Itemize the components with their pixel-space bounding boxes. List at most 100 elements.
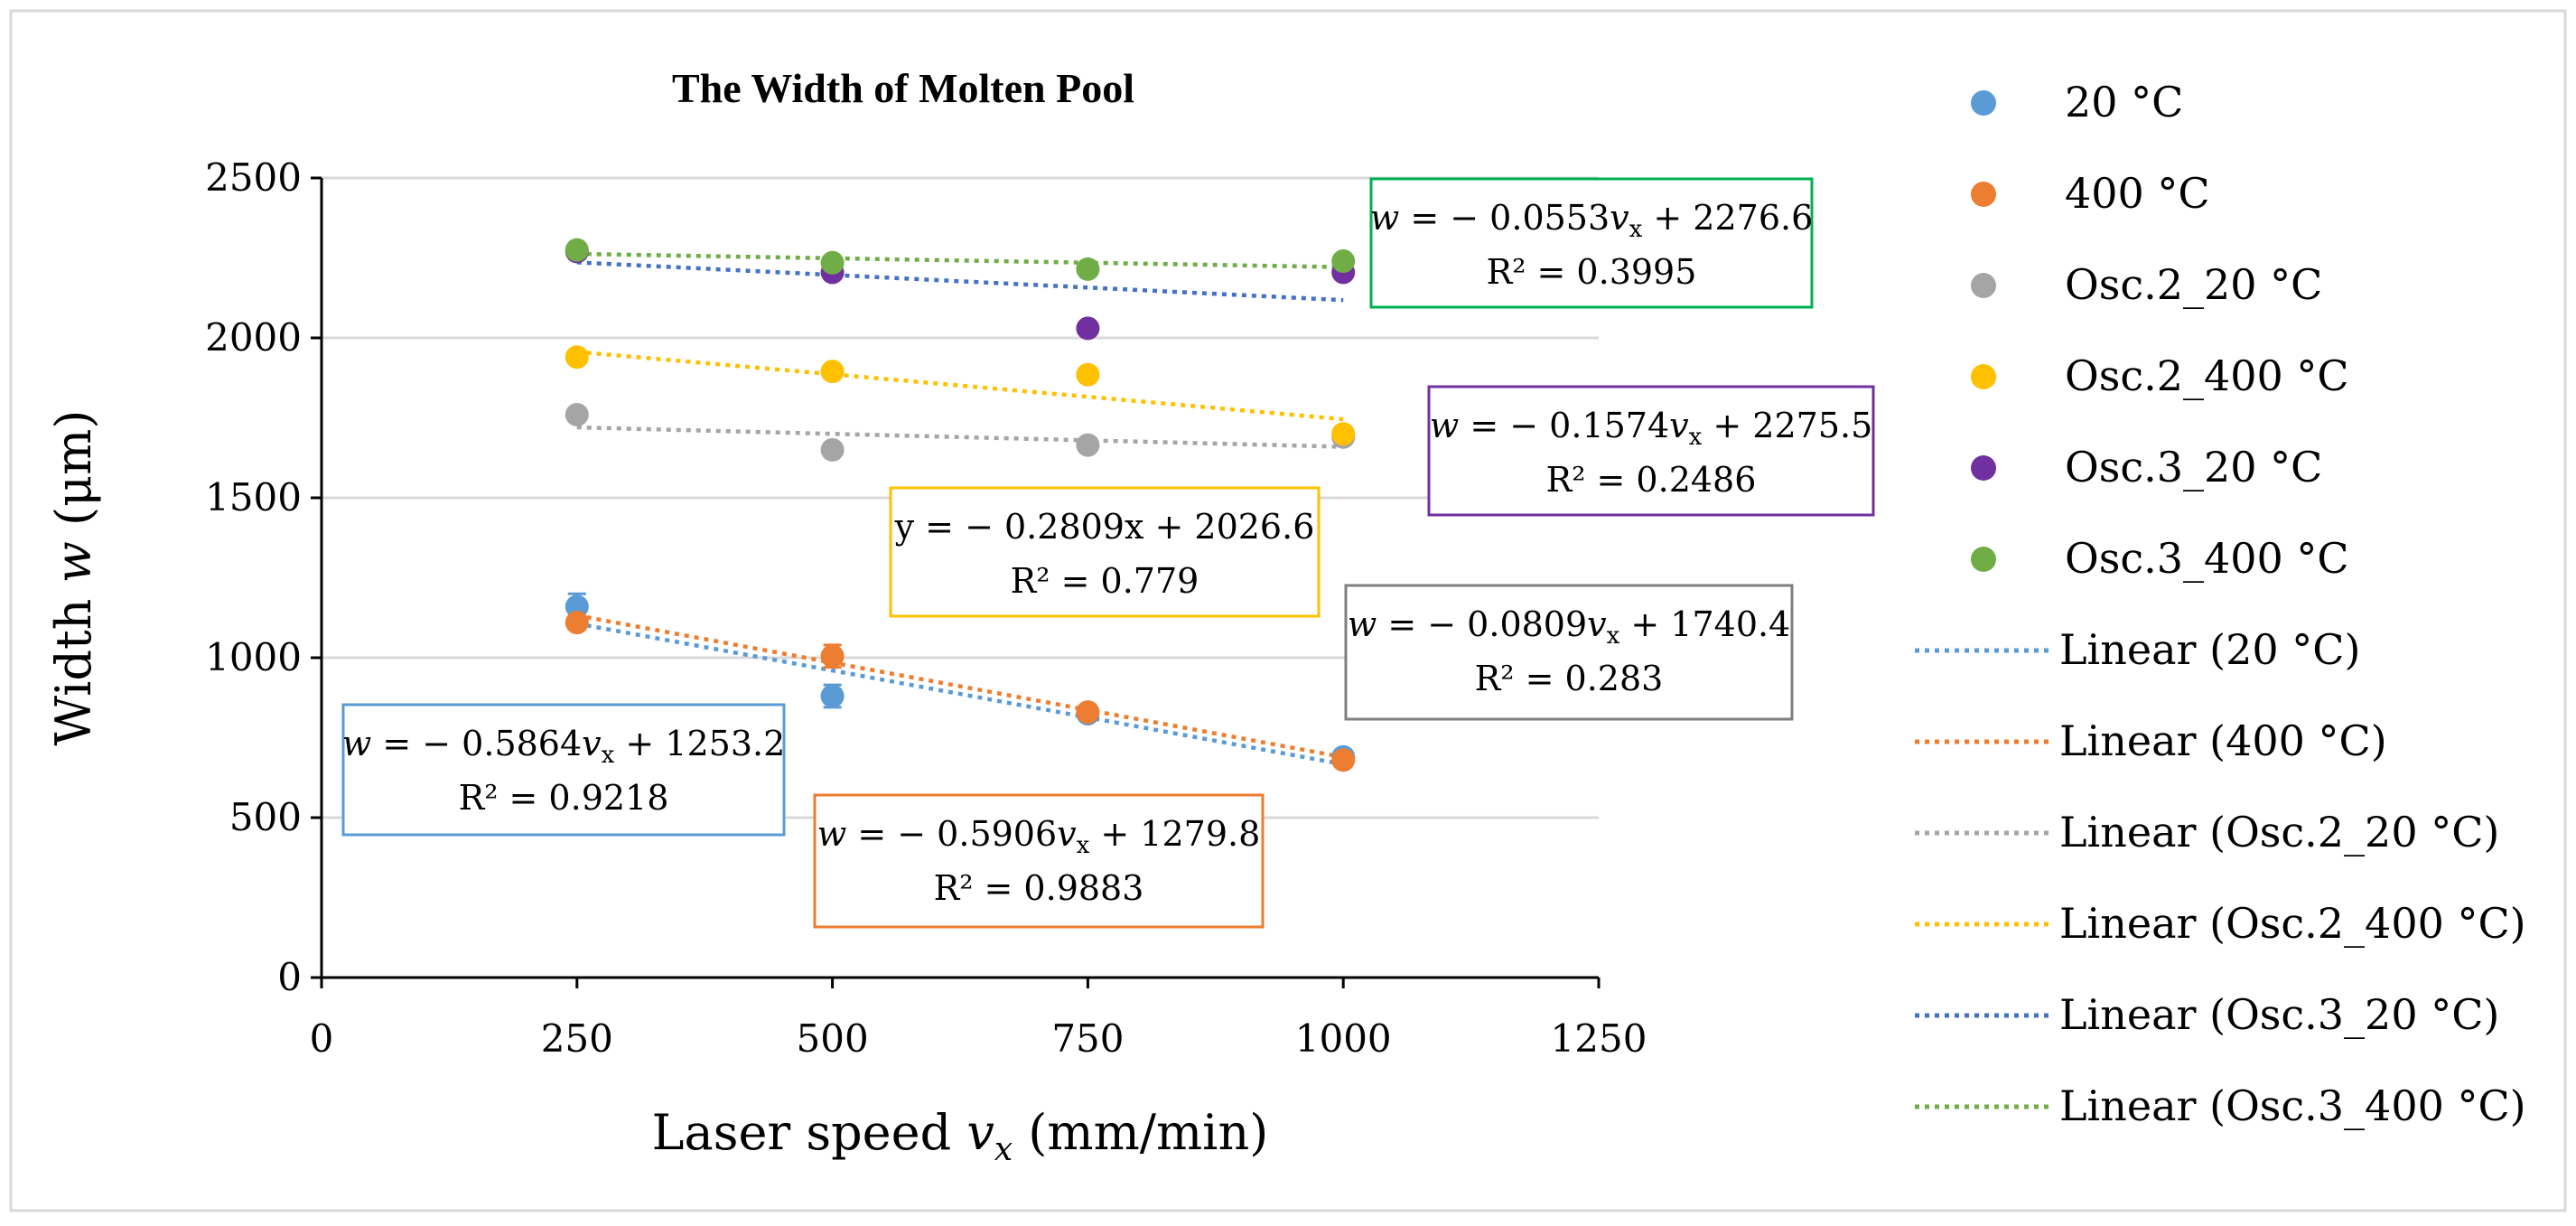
legend-item-trend-5: Linear (Osc.3_400 °C) [1915, 1081, 2526, 1130]
equation-sub: x [1607, 622, 1620, 650]
equation-rest: + 1253.2 [614, 724, 785, 763]
equation-coef: = − 0.0553 [1399, 198, 1610, 238]
legend-item-o3_400: Osc.3_400 °C [1971, 534, 2349, 583]
legend-label: Linear (400 °C) [2059, 716, 2387, 765]
x-tick-label-250: 250 [541, 1016, 613, 1061]
equation-text: w = − 0.0553vx + 2276.6 [1370, 198, 1814, 243]
equation-coef: = − 0.1574 [1459, 406, 1669, 445]
point-o3_400-1000 [1331, 249, 1356, 274]
legend-marker [1971, 182, 1996, 207]
legend-label: Osc.3_20 °C [2065, 443, 2322, 491]
equation-sub: x [602, 742, 615, 769]
y-tick-label-0: 0 [277, 955, 302, 999]
legend-label: 400 °C [2065, 169, 2210, 218]
legend-item-s20: 20 °C [1971, 78, 2183, 126]
annotation-ann_o3_20: w = − 0.1574vx + 2275.5 R² = 0.2486 [1427, 385, 1875, 517]
annotation-ann_o2_20: w = − 0.0809vx + 1740.4 R² = 0.283 [1344, 584, 1794, 721]
legend-marker [1971, 547, 1996, 572]
equation-var: w [342, 724, 372, 763]
trendline-o3_20 [576, 260, 1344, 303]
point-o2_20-500 [820, 437, 845, 462]
point-o2_400-1000 [1331, 422, 1356, 446]
axes: 0 500 1000 1500 2000 2500 0 250 500 750 1000 1250 [205, 155, 1647, 1061]
point-o2_400-750 [1076, 362, 1100, 387]
legend-marker [1971, 273, 1996, 298]
equation-coef: = − 0.0809 [1377, 604, 1587, 644]
equation-v: v [582, 724, 602, 763]
equation-v: v [1587, 604, 1607, 644]
equation-rest: + 2275.5 [1702, 406, 1872, 445]
y-axis-title: Width w (μm) [45, 410, 102, 746]
equation-v: v [1610, 198, 1629, 238]
legend-label: Osc.3_400 °C [2065, 534, 2349, 583]
point-o3_400-250 [565, 238, 589, 262]
annotation-box [1369, 177, 1814, 309]
y-tick-label-1500: 1500 [205, 475, 302, 519]
point-s400-750 [1076, 700, 1100, 725]
x-tick-label-500: 500 [797, 1016, 869, 1061]
equation-text: w = − 0.5864vx + 1253.2 [342, 724, 786, 769]
trendline-o2_20 [576, 425, 1344, 449]
point-o3_400-500 [820, 250, 845, 275]
equation-text: w = − 0.0809vx + 1740.4 [1348, 604, 1791, 650]
trendline-s20 [576, 622, 1344, 767]
annotation-box [889, 486, 1321, 618]
legend-label: Osc.2_20 °C [2065, 260, 2322, 309]
point-o2_400-500 [820, 360, 845, 384]
r-squared-text: R² = 0.779 [1011, 561, 1199, 601]
point-o2_20-250 [565, 402, 589, 426]
x-axis-title: Laser speed vx (mm/min) [652, 1104, 1269, 1168]
x-title-sub: x [994, 1131, 1013, 1168]
point-o3_400-750 [1076, 257, 1100, 281]
y-title-prefix: Width [45, 583, 102, 745]
x-title-suffix: (mm/min) [1013, 1104, 1268, 1161]
equation-var: w [1370, 198, 1400, 238]
equation-v: v [1057, 814, 1077, 854]
equation-coef: = − 0.5906 [846, 814, 1057, 854]
equation-text: w = − 0.1574vx + 2275.5 [1430, 406, 1873, 451]
trendline-o3_400 [576, 251, 1344, 269]
x-tick-label-1250: 1250 [1551, 1016, 1647, 1061]
annotation-ann_s400: w = − 0.5906vx + 1279.8 R² = 0.9883 [813, 793, 1265, 929]
equation-text: y = − 0.2809x + 2026.6 [894, 507, 1315, 547]
legend-label: Linear (Osc.2_400 °C) [2059, 899, 2526, 948]
equation-rest: + 1279.8 [1089, 814, 1260, 854]
y-title-var: w [45, 541, 102, 583]
equation-sub: x [1689, 424, 1703, 451]
equation-rest: + 1740.4 [1619, 604, 1790, 644]
r-squared-text: R² = 0.9883 [934, 868, 1144, 908]
legend-item-trend-3: Linear (Osc.2_400 °C) [1915, 899, 2526, 948]
point-s400-1000 [1331, 748, 1356, 772]
annotation-box [1344, 584, 1794, 721]
point-s400-500 [820, 644, 845, 669]
annotation-box [813, 793, 1265, 929]
trendlines [576, 251, 1344, 767]
chart-title: The Width of Molten Pool [672, 65, 1134, 111]
axis-titles: Laser speed vx (mm/min)Width w (μm) [45, 410, 1268, 1168]
y-tick-label-500: 500 [229, 795, 302, 839]
legend-label: Linear (Osc.3_20 °C) [2059, 990, 2499, 1039]
r-squared-text: R² = 0.3995 [1487, 252, 1697, 292]
equation-sub: x [1629, 216, 1643, 243]
x-tick-label-750: 750 [1051, 1016, 1124, 1061]
y-tick-label-2500: 2500 [205, 155, 302, 200]
legend-item-o3_20: Osc.3_20 °C [1971, 443, 2322, 491]
legend-item-trend-1: Linear (400 °C) [1915, 716, 2387, 765]
legend-item-trend-2: Linear (Osc.2_20 °C) [1915, 808, 2499, 856]
legend-item-s400: 400 °C [1971, 169, 2210, 218]
equation-coef: = − 0.5864 [371, 724, 582, 763]
annotation-box [1427, 385, 1875, 517]
y-tick-label-2000: 2000 [205, 315, 302, 360]
equation-rest: + 2276.6 [1642, 198, 1813, 238]
y-tick-label-1000: 1000 [205, 635, 302, 679]
x-title-prefix: Laser speed [652, 1104, 967, 1161]
equation-var: w [1430, 406, 1460, 445]
r-squared-text: R² = 0.9218 [459, 778, 669, 818]
legend-label: Osc.2_400 °C [2065, 351, 2349, 400]
x-tick-label-1000: 1000 [1295, 1016, 1392, 1061]
annotation-ann_s20: w = − 0.5864vx + 1253.2 R² = 0.9218 [341, 703, 786, 837]
r-squared-text: R² = 0.283 [1475, 659, 1664, 698]
x-title-var: v [966, 1104, 994, 1161]
legend-marker [1971, 455, 1996, 481]
